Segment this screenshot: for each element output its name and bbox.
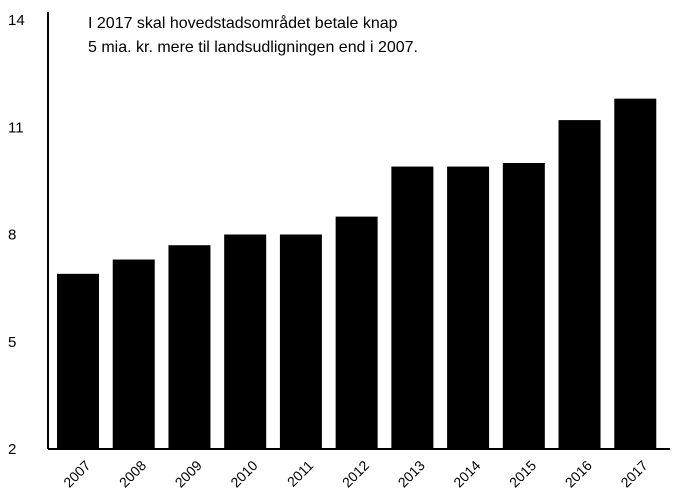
bar-2013 [391,166,434,449]
x-tick-label: 2012 [339,457,372,490]
bar-2014 [447,166,490,449]
y-tick-label: 8 [8,227,16,244]
x-tick-label: 2014 [450,457,483,490]
x-tick-label: 2007 [60,457,93,490]
bar-2015 [502,163,545,449]
y-tick-label: 11 [8,119,24,136]
x-axis: 2007 2008 2009 2010 2011 2012 2013 2014 2015 2016… [48,448,670,491]
y-tick-label: 5 [8,334,16,351]
y-tick-label: 14 [8,12,25,29]
bars [57,98,657,450]
bar-2007 [57,273,99,449]
y-axis: 2 5 8 11 14 [8,12,49,458]
annotation-line-2: 5 mia. kr. mere til landsudligningen end… [88,39,418,56]
x-tick-label: 2010 [227,457,260,490]
x-tick-label: 2008 [116,457,149,490]
annotation-line-1: I 2017 skal hovedstadsområdet betale kna… [88,15,398,32]
x-tick-label: 2015 [506,457,539,490]
x-tick-label: 2016 [562,457,595,490]
bar-2009 [168,245,211,449]
x-tick-label: 2009 [172,457,205,490]
chart-annotation: I 2017 skal hovedstadsområdet betale kna… [88,12,418,60]
bar-2017 [614,98,657,450]
bar-2010 [224,234,267,449]
bar-2016 [558,120,601,449]
x-tick-label: 2013 [394,457,427,490]
bar-2011 [279,234,322,449]
x-tick-label: 2017 [617,457,650,490]
x-tick-label: 2011 [284,457,317,490]
y-tick-label: 2 [8,441,16,458]
bar-2008 [112,259,155,449]
bar-2012 [335,216,378,449]
